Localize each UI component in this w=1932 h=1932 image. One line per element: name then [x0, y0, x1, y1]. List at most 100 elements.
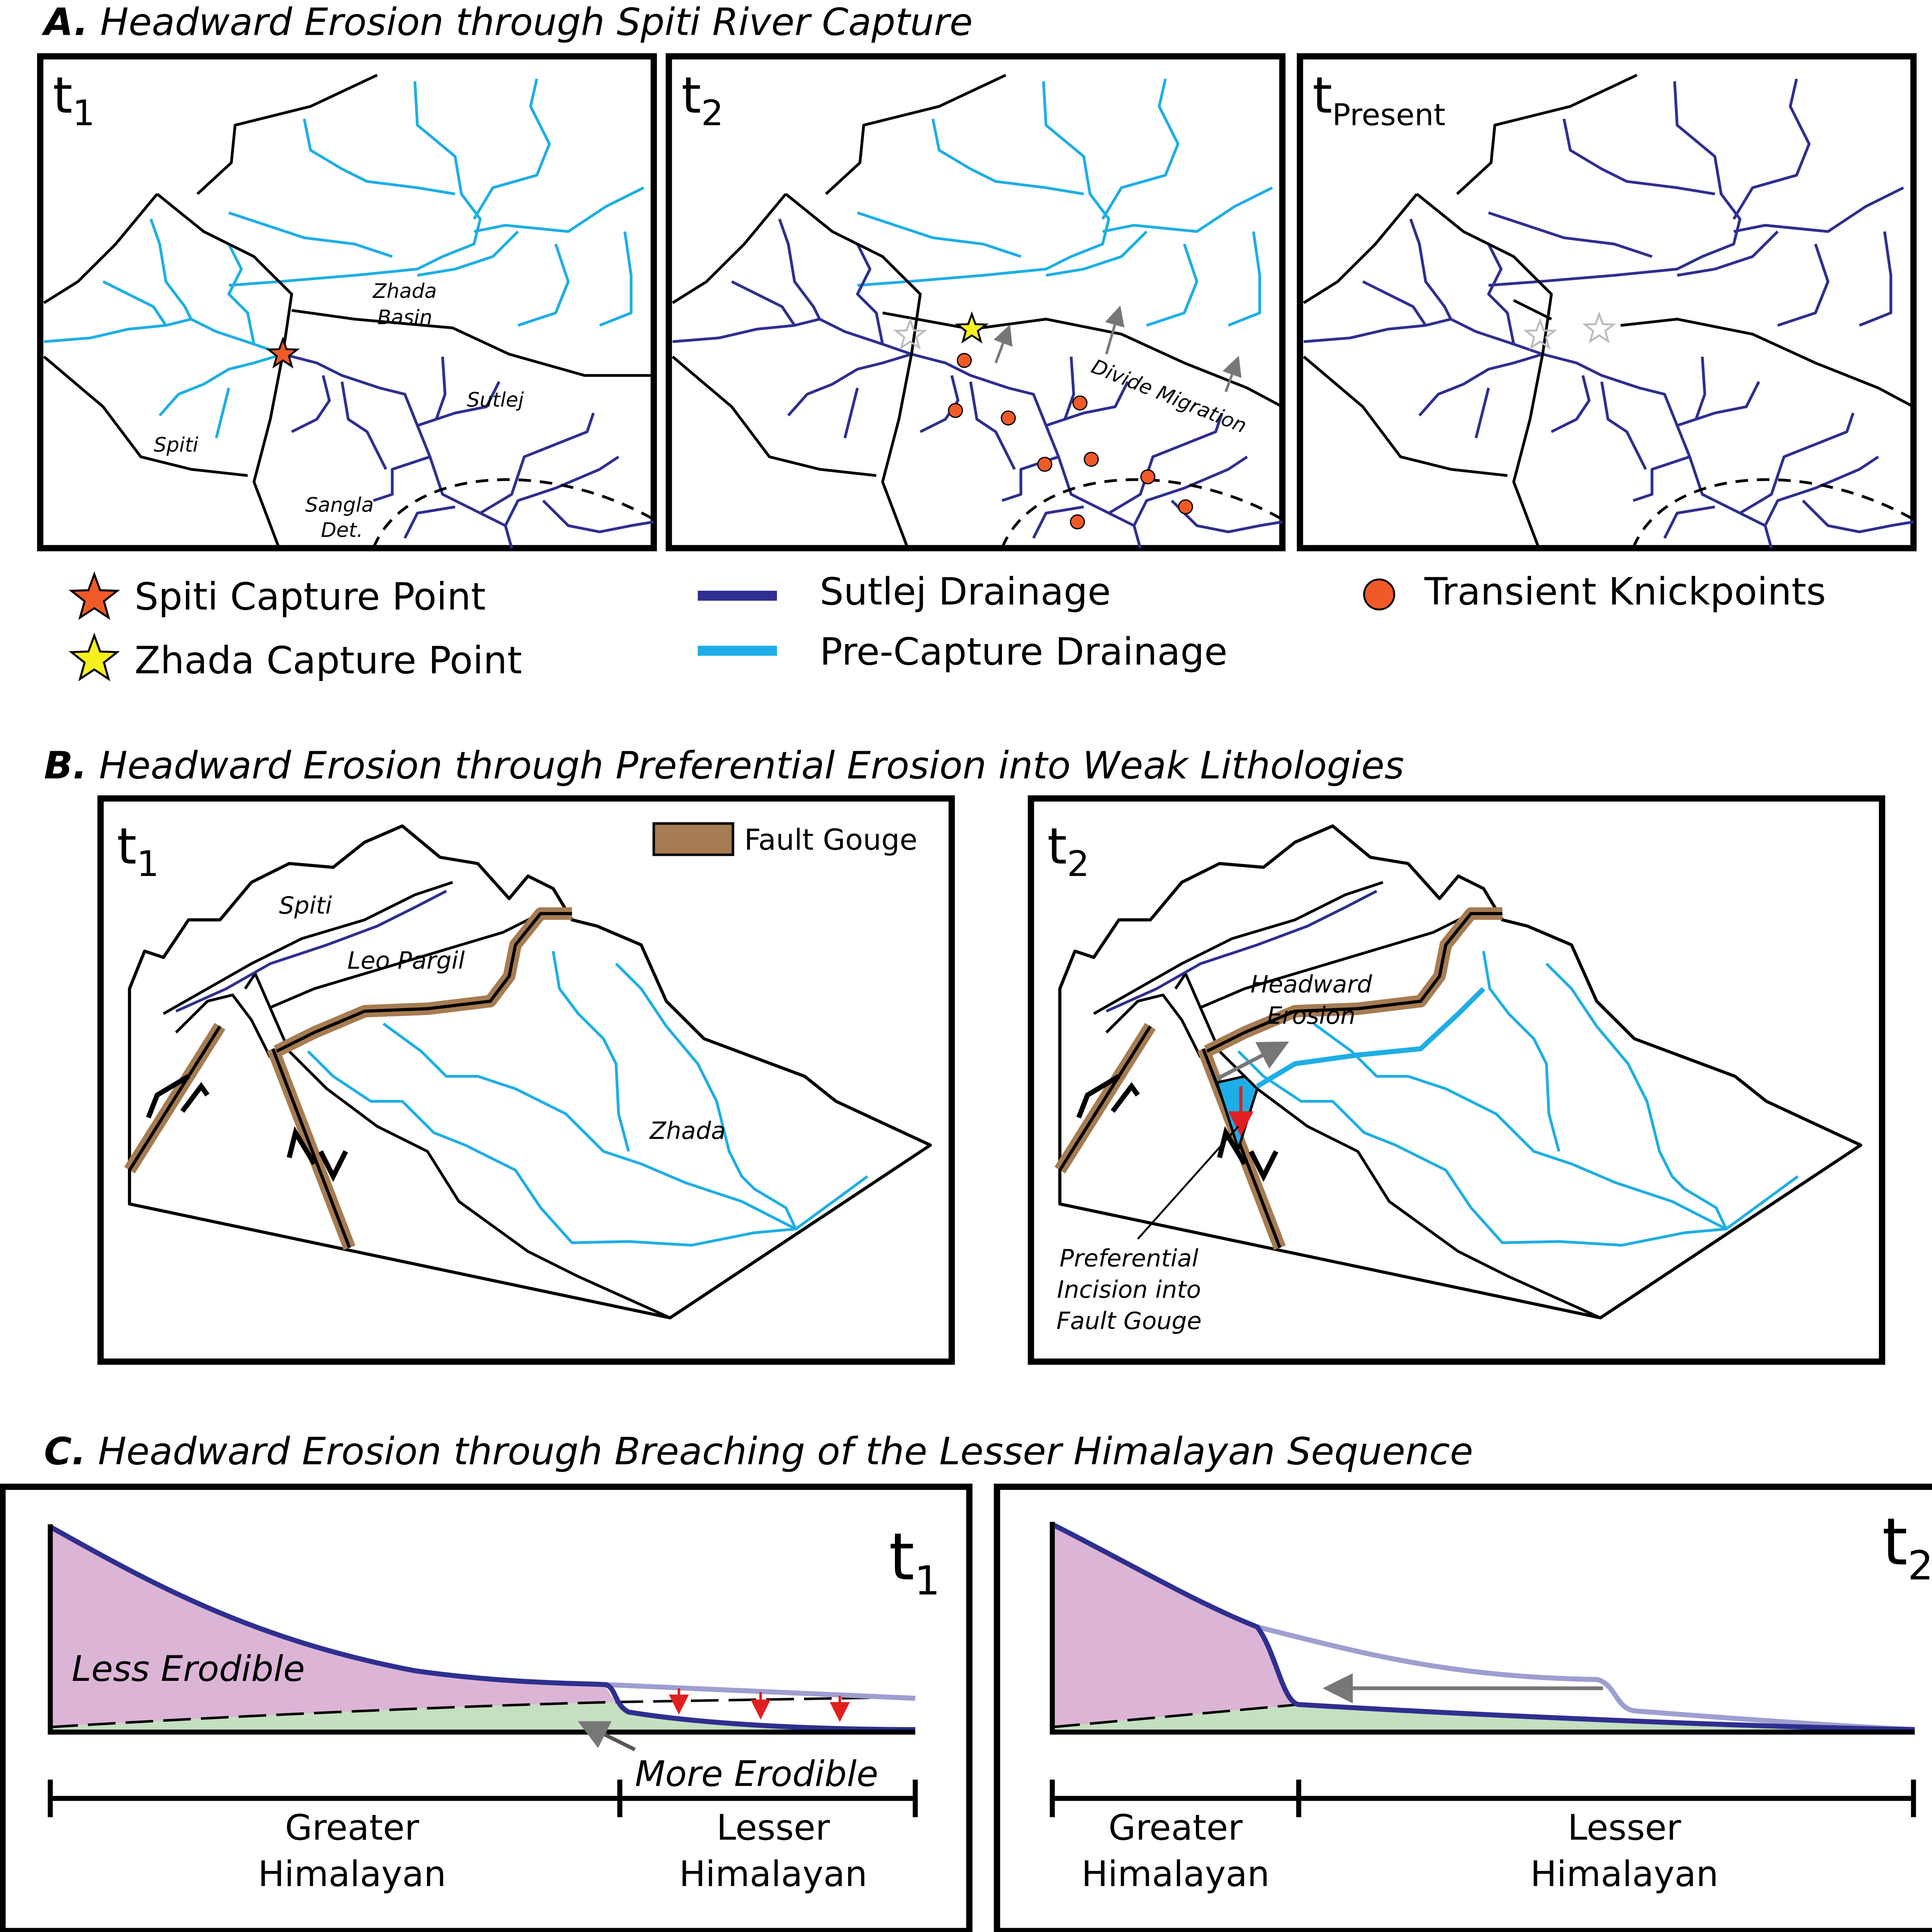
map-t1: t1 Zhada Basin Sutlej Spiti Sangla Det. — [37, 53, 657, 551]
time-label: t1 — [53, 66, 95, 134]
map-t2-g-circle — [1140, 469, 1156, 485]
map-label: Zhada Basin — [372, 280, 437, 329]
time-label-tspan: 1 — [915, 1558, 940, 1604]
map-present-path — [1513, 299, 1914, 408]
legend-text: Transient Knickpoints — [1424, 570, 1826, 614]
legend-text: Pre-Capture Drainage — [820, 630, 1227, 673]
block-label-tspan: Headward — [1250, 971, 1372, 998]
profile-t2-path — [1049, 1522, 1915, 1735]
time-label: t2 — [1047, 817, 1089, 884]
time-label-tspan: Present — [1332, 98, 1446, 133]
time-label: tPresent — [1313, 66, 1446, 133]
map-t1-path — [291, 309, 654, 377]
block-t2-line — [1137, 1126, 1239, 1240]
time-label-tspan: t — [1882, 1504, 1908, 1580]
map-label-tspan: Det. — [321, 519, 363, 542]
block-label-tspan: Fault Gouge — [1056, 1307, 1202, 1335]
profile-t2: Greater Himalayan Lesser Himalayan t2 — [994, 1483, 1932, 1932]
map-t2-g-circle — [1178, 499, 1193, 515]
scale-label: Lesser Himalayan — [1530, 1808, 1718, 1895]
map-t2-g-circle — [1072, 395, 1088, 411]
scale-label-tspan: Greater — [1109, 1808, 1243, 1848]
map-t2-g — [993, 305, 1242, 392]
profile-t1-path — [603, 1682, 915, 1701]
panel-b-title-tspan: Headward Erosion through Preferential Er… — [99, 744, 1404, 787]
block-t2-line — [1216, 1041, 1289, 1081]
profile-t2-path — [1052, 1704, 1915, 1730]
map-t2-g-circle — [1083, 452, 1099, 467]
map-t2-g-circle — [1070, 514, 1085, 530]
legend-text: Sutlej Drainage — [820, 570, 1111, 614]
block-label: Leo Pargil — [347, 947, 465, 975]
profile-t1-path — [50, 1527, 616, 1727]
panel-c-title: C. Headward Erosion through Breaching of… — [44, 1430, 1473, 1473]
map-t2-g-circle — [1037, 457, 1053, 472]
profile-t2-path — [1257, 1624, 1915, 1732]
time-label-tspan: 2 — [701, 93, 724, 134]
time-label-tspan: t — [117, 817, 137, 876]
block-t1: Spiti Leo Pargil Zhada Fault Gouge t1 — [97, 795, 955, 1365]
map-label-tspan: Zhada — [372, 280, 437, 303]
profile-t2-path — [1051, 1522, 1915, 1732]
time-label: t2 — [681, 66, 723, 134]
legend-a: Spiti Capture Point Zhada Capture Point … — [71, 570, 1826, 682]
profile-t2-path — [1049, 1779, 1916, 1817]
time-label-tspan: t — [53, 66, 73, 125]
scale-label-tspan: Himalayan — [679, 1854, 867, 1895]
map-t2-g — [948, 353, 1193, 530]
map-t2-g-line — [1105, 305, 1125, 355]
block-label-tspan: Erosion — [1267, 1002, 1355, 1030]
time-label-tspan: t — [681, 66, 701, 125]
scale-label-tspan: Lesser — [716, 1808, 830, 1848]
time-label-tspan: 1 — [137, 844, 159, 884]
legend-a-use — [71, 574, 117, 617]
profile-t1-g — [668, 1688, 850, 1722]
scale-label: Greater Himalayan — [258, 1808, 446, 1895]
map-label: Sutlej — [467, 389, 524, 412]
map-t2-g-circle — [948, 403, 963, 418]
map-t2-g-circle — [957, 353, 972, 368]
map-t1-rect — [37, 53, 657, 551]
time-label-tspan: t — [1313, 66, 1332, 125]
panel-a-title-tspan: Headward Erosion through Spiti River Cap… — [100, 0, 973, 44]
panel-b-title-tspan: B. — [44, 744, 87, 787]
legend-text: Zhada Capture Point — [134, 639, 522, 682]
time-label-tspan: 2 — [1908, 1543, 1932, 1589]
block-t1-rect — [652, 822, 735, 856]
time-label: t2 — [1882, 1504, 1932, 1589]
profile-t1-line — [578, 1721, 636, 1752]
profile-t1: Less Erodible More Erodible Greater Himal… — [0, 1483, 973, 1932]
time-label-tspan: t — [889, 1519, 914, 1595]
scale-label-tspan: Himalayan — [258, 1854, 446, 1895]
time-label: t1 — [889, 1519, 940, 1604]
map-label: Sangla Det. — [305, 494, 374, 542]
map-t2-rect — [665, 53, 1286, 551]
time-label-tspan: t — [1047, 817, 1067, 876]
profile-t1-path — [49, 1524, 915, 1732]
scale-label-tspan: Greater — [285, 1808, 419, 1848]
legend-text: Spiti Capture Point — [134, 575, 486, 619]
panel-a-title-tspan: A. — [41, 0, 88, 44]
map-t2-g-line — [993, 324, 1013, 364]
time-label: t1 — [117, 817, 159, 884]
profile-t1-path — [50, 1696, 915, 1728]
scale-label: Lesser Himalayan — [679, 1808, 867, 1895]
scale-label: Greater Himalayan — [1082, 1808, 1270, 1895]
map-t2-g-line — [1222, 355, 1242, 392]
profile-t2-path — [1052, 1524, 1299, 1727]
map-t2: Divide Migration t2 — [665, 53, 1286, 551]
legend-a-use — [71, 636, 117, 679]
block-label: Preferential Incision into Fault Gouge — [1056, 1245, 1202, 1335]
profile-t1-path — [48, 1524, 915, 1735]
profile-t1-path — [48, 1779, 918, 1817]
panel-c-title-tspan: Headward Erosion through Breaching of th… — [98, 1430, 1473, 1473]
panel-c-title-tspan: C. — [44, 1430, 86, 1473]
legend-text: Fault Gouge — [744, 823, 917, 857]
map-t2-g-circle — [1000, 410, 1016, 426]
block-label: Zhada — [649, 1117, 726, 1145]
panel-b-title: B. Headward Erosion through Preferential… — [44, 744, 1404, 787]
profile-label: Less Erodible — [71, 1649, 305, 1689]
scale-label-tspan: Himalayan — [1530, 1854, 1718, 1895]
time-label-tspan: 2 — [1067, 844, 1089, 884]
